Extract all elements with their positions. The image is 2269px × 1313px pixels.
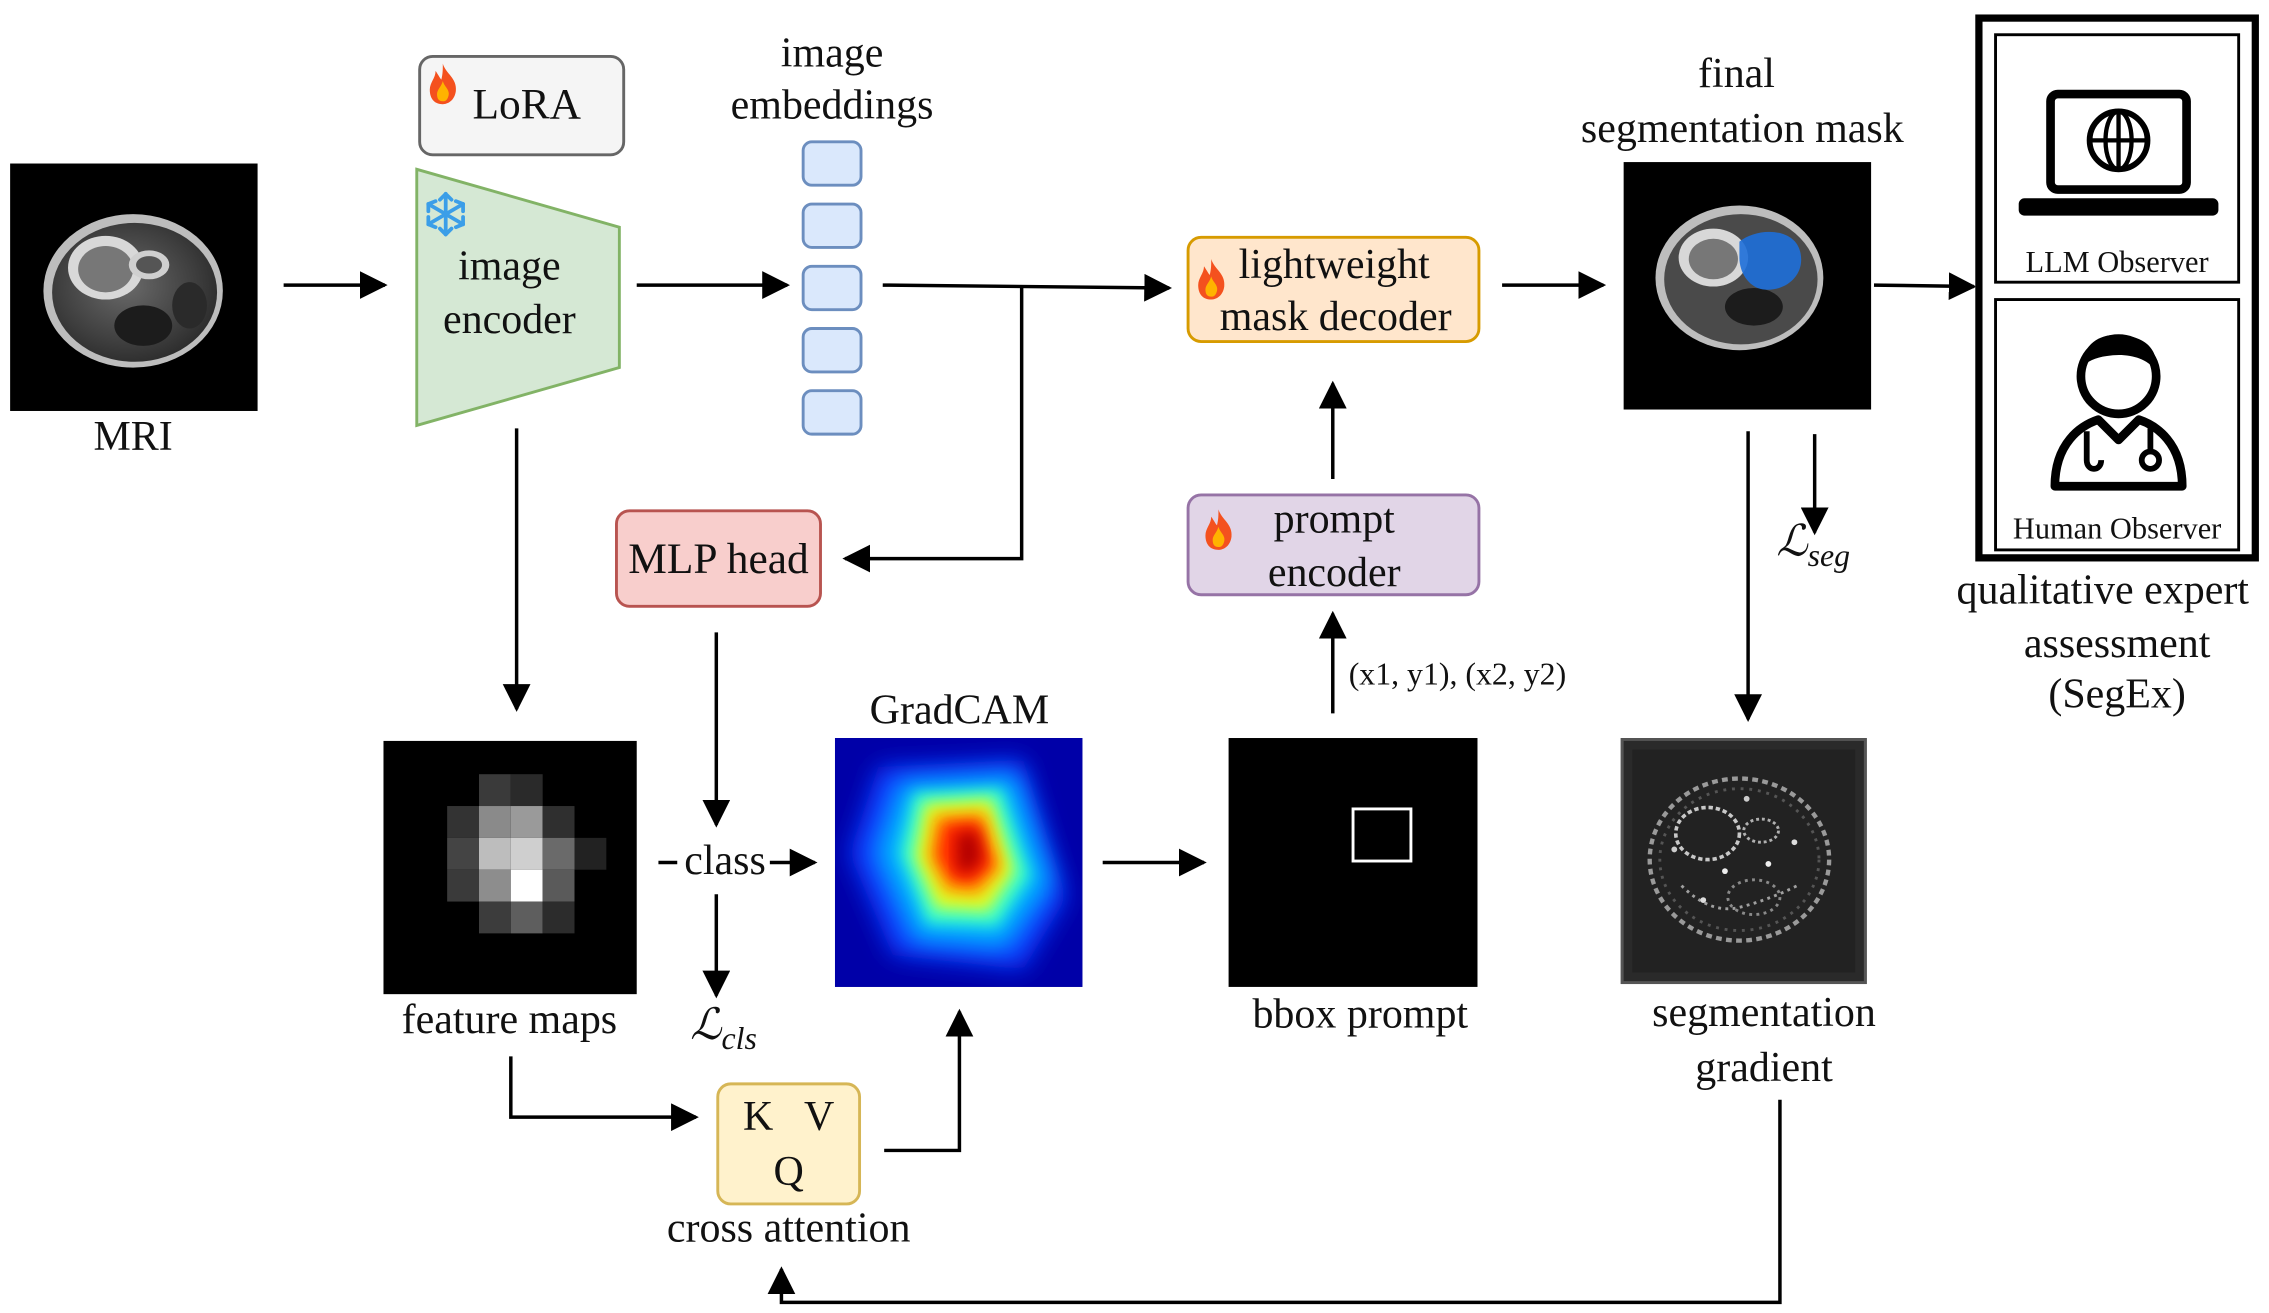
mlp-head-box: MLP head [615, 509, 822, 608]
mri-image [10, 163, 258, 411]
flame-icon [1205, 509, 1232, 550]
loss-cls-label: ℒcls [680, 1001, 767, 1056]
observer-panel: LLM Observer Human Observer [1975, 14, 2259, 562]
prompt-encoder-box: prompt encoder [1186, 493, 1481, 597]
mask-scan-graphic [1655, 205, 1824, 351]
arrow-attention-to-gradcam [884, 1008, 974, 1153]
loss-seg-label: ℒseg [1763, 518, 1864, 573]
prompt-encoder-label-1: prompt [1273, 496, 1395, 543]
embedding-token [801, 202, 863, 249]
feature-maps-graphic [447, 774, 607, 934]
mask-decoder-label-2: mask decoder [1219, 293, 1452, 341]
embedding-token [801, 264, 863, 312]
embedding-token [801, 389, 863, 436]
prompt-encoder-label-2: encoder [1267, 549, 1401, 597]
lora-label: LoRA [472, 81, 582, 129]
class-label: class [684, 837, 766, 885]
lora-box: LoRA [418, 54, 626, 157]
human-observer-label: Human Observer [2012, 510, 2222, 546]
laptop-globe-icon [2018, 89, 2219, 216]
bbox-coords-label: (x1, y1), (x2, y2) [1348, 655, 1567, 692]
embedding-token [801, 327, 863, 374]
human-observer-card: Human Observer [1994, 298, 2241, 552]
final-mask-label-1: final [1698, 50, 1775, 97]
bbox-prompt-label: bbox prompt [1252, 991, 1469, 1038]
image-encoder-shape [415, 167, 621, 428]
arrow-embeddings-to-decoder [882, 273, 1173, 302]
arrow-embeddings-to-mlp [842, 286, 1024, 573]
bbox-prompt-image [1228, 738, 1478, 987]
llm-observer-label: LLM Observer [2025, 244, 2209, 280]
mask-decoder-box: lightweight mask decoder [1186, 235, 1481, 343]
loss-seg-symbol: ℒ [1776, 518, 1808, 566]
seg-gradient-image [1620, 738, 1867, 985]
seg-gradient-label-1: segmentation [1652, 989, 1876, 1037]
flame-icon [429, 63, 456, 105]
image-encoder-label-1: image [458, 243, 561, 290]
gradcam-image [834, 738, 1083, 987]
seg-gradient-graphic [1632, 749, 1856, 973]
mri-label: MRI [93, 413, 173, 461]
assessment-label-1: qualitative expert [1956, 567, 2249, 614]
flame-icon [1198, 259, 1225, 300]
cross-attention-box: K V Q [716, 1082, 862, 1206]
cross-attention-label: cross attention [666, 1205, 911, 1252]
snowflake-icon [426, 192, 465, 237]
final-mask-label-2: segmentation mask [1580, 105, 1904, 152]
doctor-icon [2050, 334, 2187, 491]
feature-maps-image [383, 740, 637, 995]
embedding-token [801, 140, 863, 187]
loss-seg-subscript: seg [1807, 536, 1851, 574]
final-mask-image [1623, 162, 1872, 410]
arrow-gradient-to-attention [767, 1099, 1782, 1305]
cross-attention-q: Q [773, 1148, 804, 1196]
arrow-mask-to-observers [1873, 272, 1977, 301]
cross-attention-kv: K V [742, 1094, 835, 1141]
gradcam-heatmap [834, 738, 1083, 987]
loss-cls-symbol: ℒ [690, 1001, 722, 1050]
image-encoder-label-2: encoder [442, 296, 576, 343]
seg-gradient-label-2: gradient [1695, 1044, 1833, 1092]
image-embeddings-label-2: embeddings [730, 82, 934, 129]
bbox-rectangle [1351, 807, 1413, 863]
mlp-head-label: MLP head [628, 535, 809, 584]
mri-scan-graphic [43, 214, 223, 368]
image-embeddings-label-1: image [780, 30, 884, 77]
assessment-label-3: (SegEx) [2048, 671, 2186, 718]
mask-decoder-label-1: lightweight [1238, 241, 1430, 288]
llm-observer-card: LLM Observer [1994, 33, 2241, 284]
gradcam-label: GradCAM [869, 687, 1050, 734]
arrow-featuremaps-to-attention [509, 1056, 699, 1132]
assessment-label-2: assessment [2023, 620, 2211, 668]
feature-maps-label: feature maps [401, 997, 618, 1044]
loss-cls-subscript: cls [721, 1020, 757, 1057]
